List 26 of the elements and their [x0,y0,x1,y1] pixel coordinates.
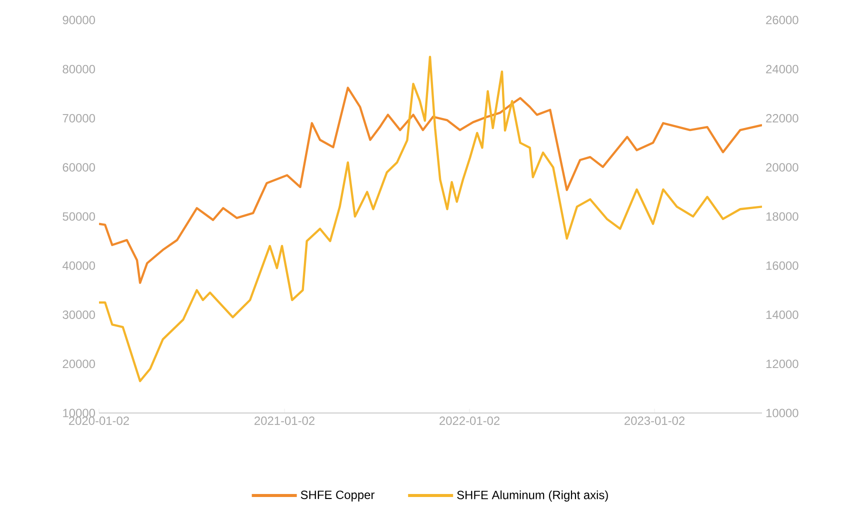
y-tick-label: 90000 [62,16,96,24]
x-tick-label: 2020-01-02 [69,416,129,425]
legend-label: SHFE Aluminum (Right axis) [457,490,608,502]
y2-tick-label: 12000 [766,360,798,368]
y2-tick-label: 20000 [766,163,798,172]
y2-tick-label: 26000 [766,16,798,24]
x-tick-label: 2021-01-02 [254,416,314,425]
y2-tick-label: 18000 [766,212,798,221]
y-tick-label: 60000 [62,163,96,172]
y-tick-label: 30000 [62,310,96,319]
y-tick-label: 50000 [62,212,96,221]
y-tick-label: 80000 [62,64,96,74]
y-tick-label: 40000 [62,261,96,270]
y-tick-label: 10000 [63,408,96,418]
y-tick-label: 70000 [62,114,96,122]
y-tick-label: 20000 [62,360,96,368]
y2-tick-label: 14000 [766,310,798,319]
line-series [99,56,762,382]
y2-tick-label: 16000 [766,261,798,270]
x-tick-label: 2022-01-02 [440,416,500,425]
legend-label: SHFE Copper [300,490,374,502]
line-series [99,86,762,284]
x-tick-label: 2023-01-02 [624,416,685,425]
y2-tick-label: 22000 [766,114,798,122]
y2-tick-label: 24000 [766,64,798,74]
y2-tick-label: 10000 [766,408,798,418]
